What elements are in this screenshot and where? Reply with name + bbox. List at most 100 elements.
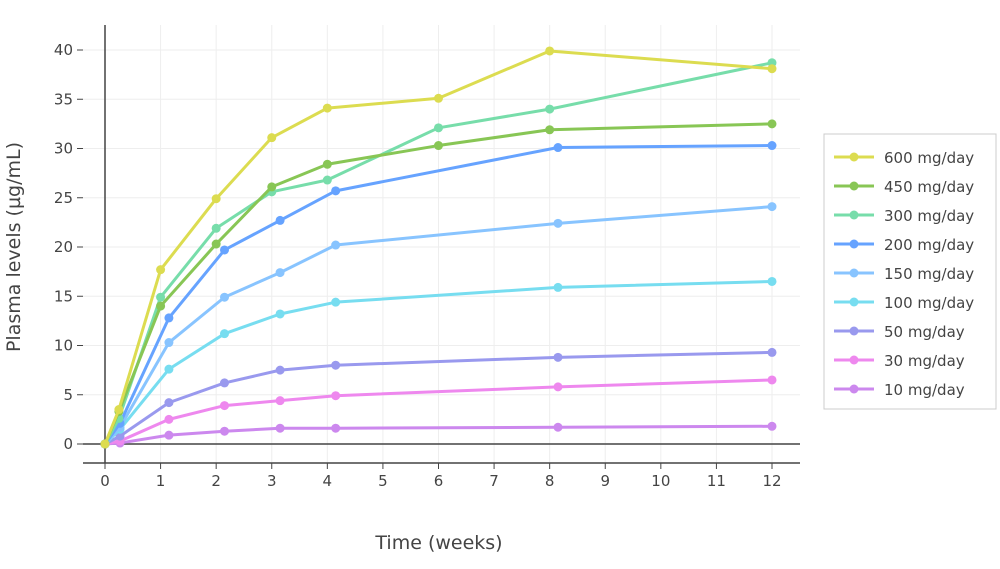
y-tick-label: 5 <box>63 386 73 404</box>
data-point <box>275 309 285 319</box>
legend-swatch-marker <box>849 268 859 278</box>
data-point <box>545 46 555 56</box>
data-point <box>275 268 285 278</box>
data-point <box>331 186 341 196</box>
series-line <box>103 205 773 446</box>
data-point <box>211 194 221 204</box>
x-tick-label: 4 <box>323 472 333 490</box>
legend-item[interactable]: 30 mg/day <box>834 352 965 370</box>
data-point <box>767 119 777 129</box>
data-point <box>553 218 563 228</box>
legend-label: 10 mg/day <box>884 381 965 399</box>
data-point <box>767 141 777 151</box>
legend-swatch-marker <box>849 355 859 365</box>
x-tick-label: 10 <box>651 472 670 490</box>
x-tick-label: 0 <box>100 472 110 490</box>
data-point <box>553 143 563 153</box>
data-point <box>220 292 230 302</box>
legend-item[interactable]: 50 mg/day <box>834 323 965 341</box>
legend-label: 30 mg/day <box>884 352 965 370</box>
y-tick-label: 15 <box>54 287 73 305</box>
data-point <box>115 431 125 441</box>
legend-label: 50 mg/day <box>884 323 965 341</box>
data-point <box>267 133 277 143</box>
data-point <box>164 338 174 348</box>
legend-label: 200 mg/day <box>884 236 974 254</box>
data-point <box>331 391 341 401</box>
data-point <box>156 292 166 302</box>
legend-swatch-marker <box>849 326 859 336</box>
data-point <box>164 364 174 374</box>
legend[interactable]: 600 mg/day 450 mg/day 300 mg/day 200 mg/day… <box>823 133 997 410</box>
data-point <box>220 329 230 339</box>
data-point <box>322 175 332 185</box>
data-point <box>211 223 221 233</box>
data-point <box>767 347 777 357</box>
legend-swatch-marker <box>849 297 859 307</box>
data-point <box>767 421 777 431</box>
legend-swatch-marker <box>849 239 859 249</box>
y-axis-label: Plasma levels (µg/mL) <box>3 142 25 352</box>
legend-item[interactable]: 10 mg/day <box>834 381 965 399</box>
series-600-mg-day <box>100 46 777 449</box>
legend-item[interactable]: 300 mg/day <box>834 207 974 225</box>
data-point <box>220 426 230 436</box>
x-tick-label: 8 <box>545 472 555 490</box>
legend-label: 450 mg/day <box>884 178 974 196</box>
legend-swatch-marker <box>849 181 859 191</box>
data-point <box>220 401 230 411</box>
x-tick-label: 6 <box>434 472 444 490</box>
data-point <box>220 245 230 255</box>
x-tick-label: 5 <box>378 472 388 490</box>
data-point <box>164 398 174 408</box>
series-line <box>103 144 773 445</box>
data-point <box>553 352 563 362</box>
x-tick-label: 3 <box>267 472 277 490</box>
data-point <box>114 405 124 415</box>
data-point <box>322 159 332 169</box>
data-point <box>545 125 555 135</box>
legend-label: 150 mg/day <box>884 265 974 283</box>
legend-label: 600 mg/day <box>884 149 974 167</box>
legend-label: 100 mg/day <box>884 294 974 312</box>
series-line <box>104 378 773 446</box>
data-point <box>553 422 563 432</box>
data-point <box>331 423 341 433</box>
data-point <box>156 301 166 311</box>
data-point <box>267 182 277 192</box>
data-point <box>331 297 341 307</box>
data-point <box>767 375 777 385</box>
series-150-mg-day <box>100 202 777 449</box>
data-point <box>275 365 285 375</box>
series-group <box>100 46 777 449</box>
x-axis-label: Time (weeks) <box>374 532 502 554</box>
x-tick-label: 1 <box>156 472 166 490</box>
y-tick-label: 0 <box>63 435 73 453</box>
y-tick-label: 40 <box>54 41 73 59</box>
legend-label: 300 mg/day <box>884 207 974 225</box>
y-tick-label: 25 <box>54 189 73 207</box>
data-point <box>331 240 341 250</box>
legend-item[interactable]: 200 mg/day <box>834 236 974 254</box>
data-point <box>156 265 166 275</box>
data-point <box>434 93 443 103</box>
legend-item[interactable]: 600 mg/day <box>834 149 974 167</box>
legend-swatch-marker <box>849 210 859 220</box>
data-point <box>553 282 563 292</box>
data-point <box>275 423 285 433</box>
data-point <box>275 215 285 225</box>
data-point <box>220 378 230 388</box>
data-point <box>322 103 332 113</box>
legend-item[interactable]: 450 mg/day <box>834 178 974 196</box>
series-line <box>103 279 773 446</box>
data-point <box>211 239 221 249</box>
legend-item[interactable]: 150 mg/day <box>834 265 974 283</box>
data-point <box>164 430 174 440</box>
y-tick-label: 30 <box>54 140 73 158</box>
data-point <box>100 439 110 449</box>
y-tick-label: 35 <box>54 90 73 108</box>
legend-item[interactable]: 100 mg/day <box>834 294 974 312</box>
x-tick-label: 7 <box>489 472 499 490</box>
